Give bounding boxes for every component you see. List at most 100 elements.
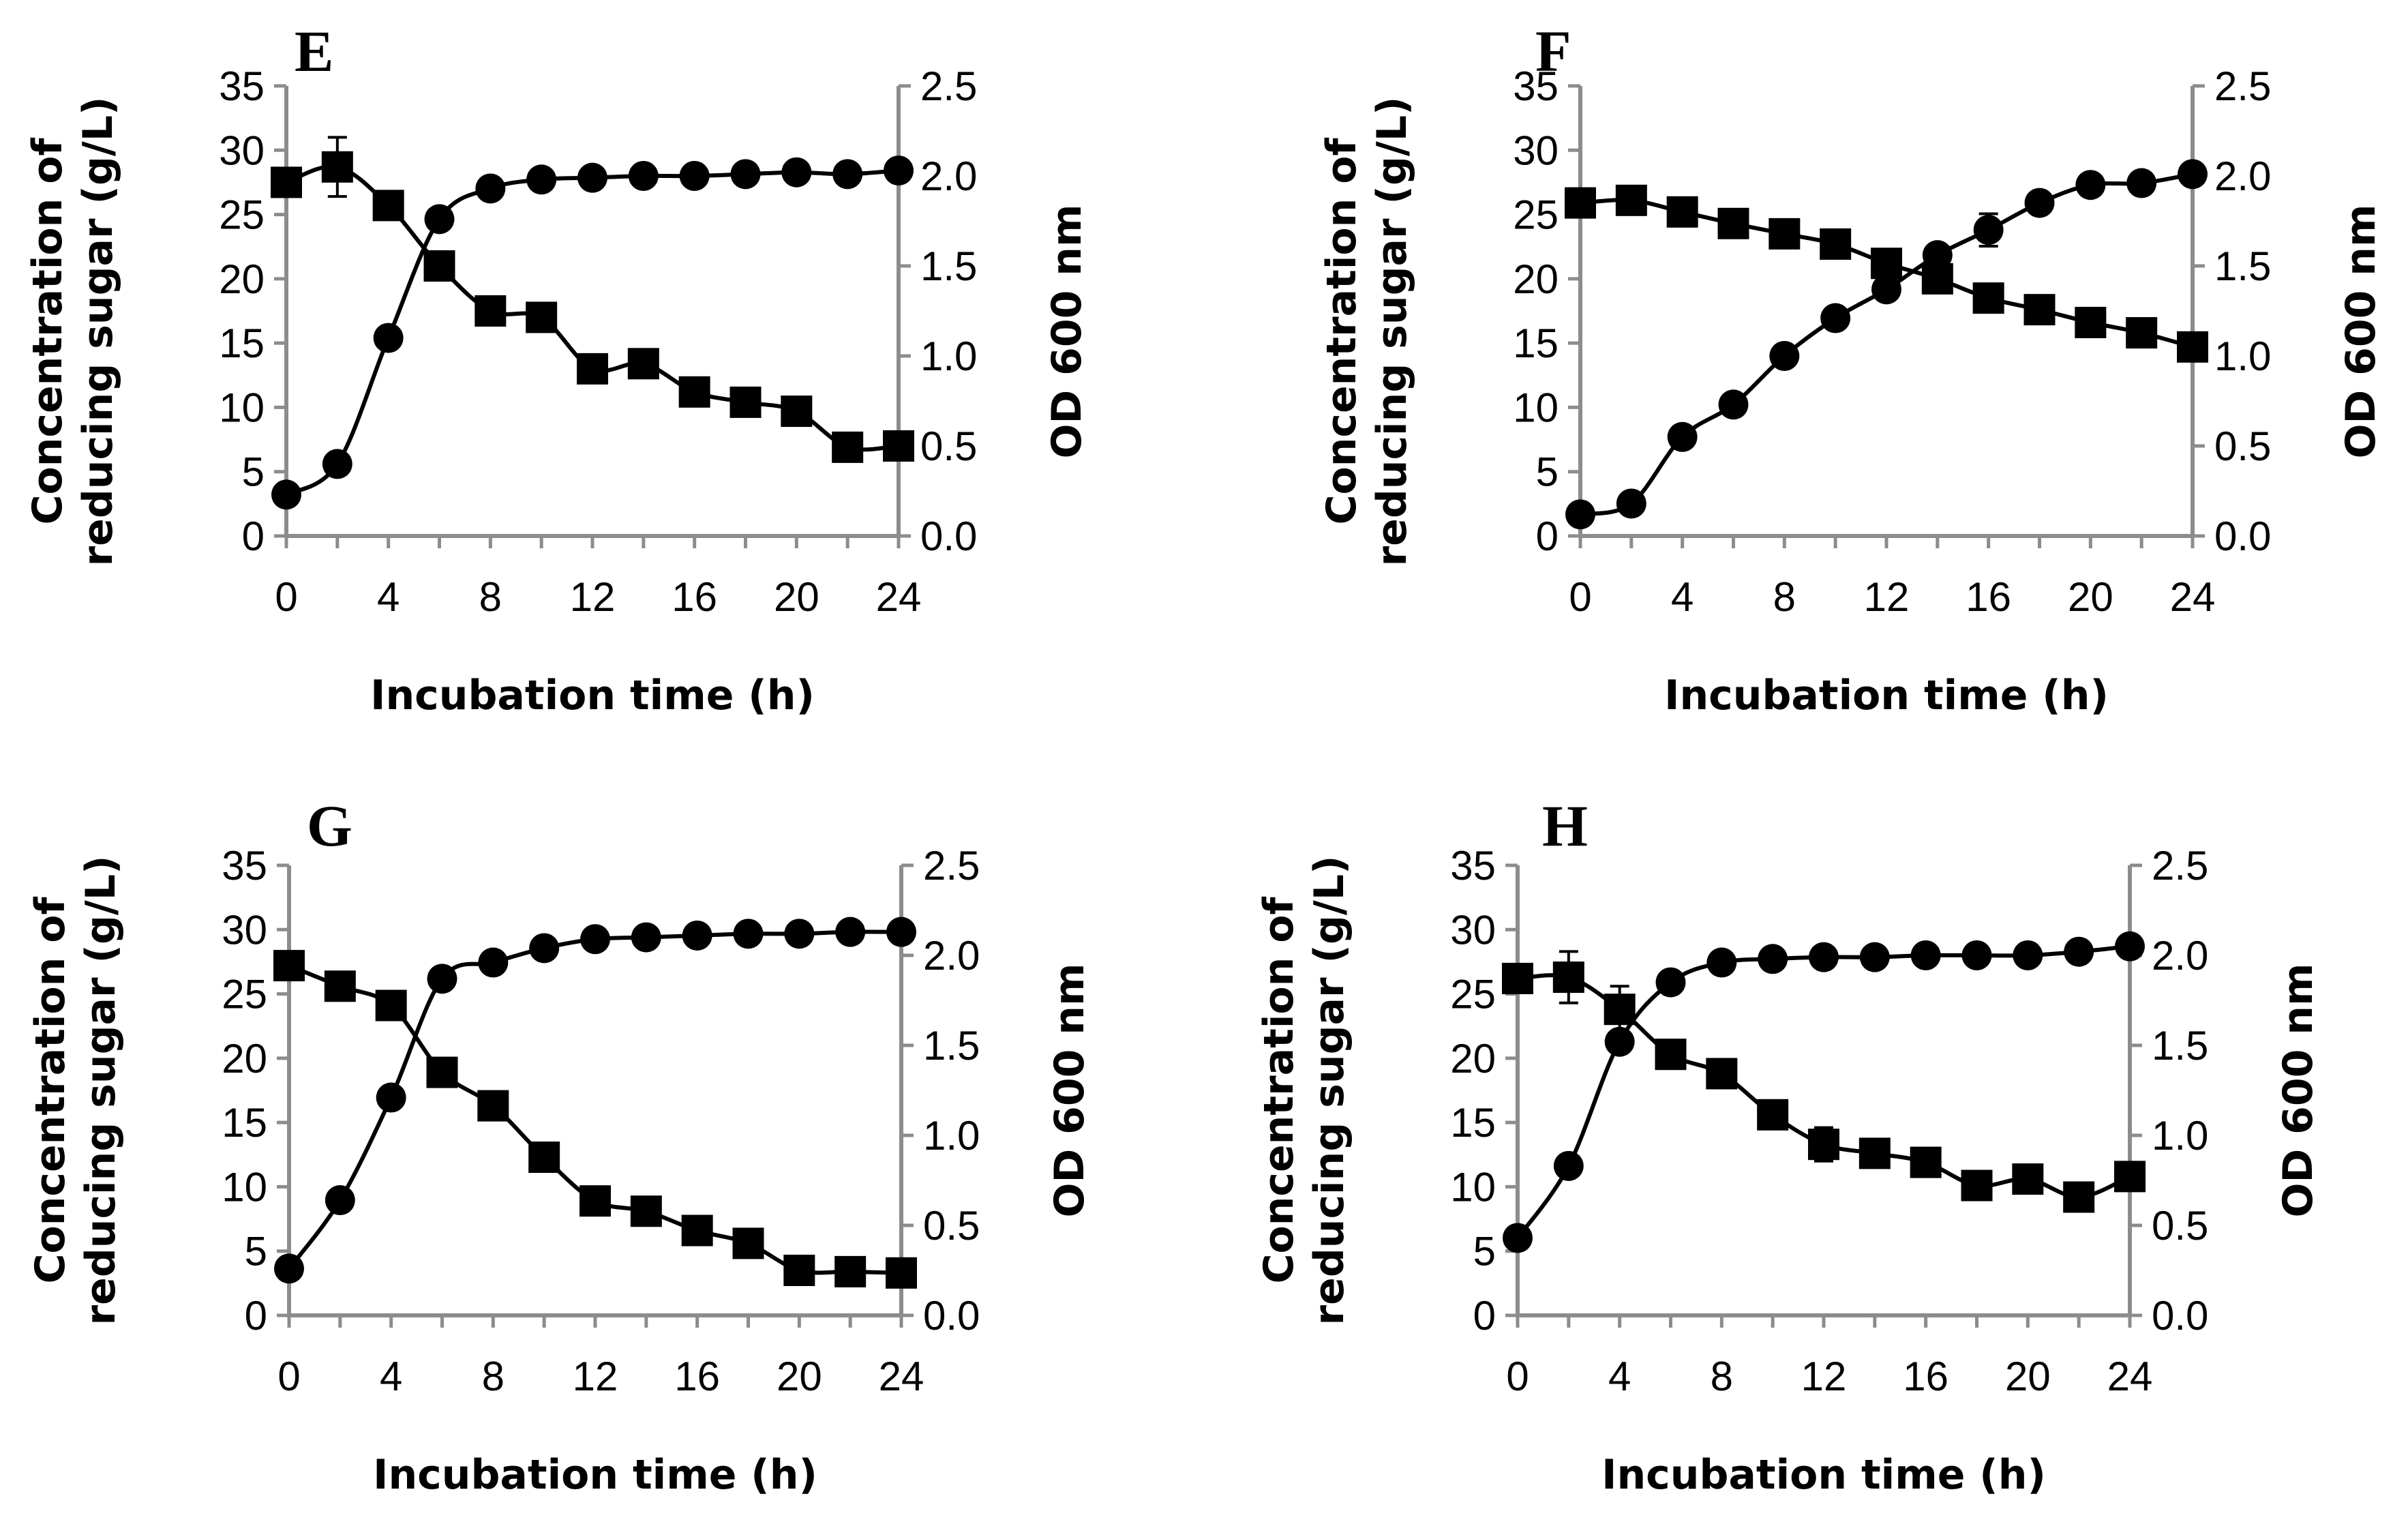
- data-point-od: [1706, 947, 1737, 978]
- data-point-od: [271, 479, 301, 510]
- data-point-od: [2126, 168, 2157, 198]
- y-tick-label: 10: [219, 385, 265, 430]
- y2-tick-label: 0.5: [2214, 423, 2271, 469]
- data-point-od: [1820, 303, 1851, 333]
- x-axis-title: Incubation time (h): [1601, 1451, 2046, 1499]
- y-tick-label: 0: [242, 513, 265, 559]
- data-point-od: [475, 173, 506, 204]
- y-tick-label: 25: [222, 972, 267, 1017]
- data-point-sugar: [2063, 1181, 2095, 1213]
- x-tick-label: 24: [2107, 1354, 2153, 1399]
- y-tick-label: 30: [1450, 907, 1496, 953]
- y-tick-label: 20: [222, 1036, 267, 1081]
- y-tick-label: 15: [219, 320, 265, 366]
- data-point-sugar: [1565, 187, 1596, 219]
- x-tick-label: 12: [1864, 574, 1910, 620]
- data-point-sugar: [1910, 1146, 1942, 1178]
- y2-tick-label: 2.5: [2214, 63, 2271, 109]
- y-axis-title-line: Concentration of: [1255, 897, 1303, 1284]
- data-point-sugar: [1502, 962, 1533, 994]
- y2-axis-title: OD 600 nm: [1046, 963, 1094, 1217]
- y-axis-title: Concentration ofreducing sugar (g/L): [1318, 97, 1416, 567]
- data-point-sugar: [1717, 207, 1749, 239]
- chart-panel-f: 0 5 10 15 20 25 30 35 0.0 0.5 1.0 1.5 2.0 2.5 0 4 8 12 16 2…: [1318, 18, 2385, 719]
- y-tick-label: 20: [1450, 1036, 1496, 1081]
- y-tick-label: 35: [219, 63, 265, 109]
- data-point-od: [2064, 936, 2094, 967]
- data-point-sugar: [2114, 1161, 2146, 1193]
- data-point-sugar: [1552, 961, 1584, 994]
- data-point-sugar: [886, 1257, 917, 1289]
- data-point-od: [835, 916, 866, 947]
- data-point-sugar: [729, 386, 762, 418]
- x-tick-label: 8: [1773, 574, 1796, 620]
- y-tick-label: 15: [222, 1100, 267, 1146]
- data-point-od: [325, 1185, 355, 1216]
- y2-tick-label: 1.0: [2214, 333, 2271, 379]
- y-tick-label: 0: [1536, 513, 1559, 559]
- data-point-sugar: [1769, 218, 1801, 250]
- y-tick-label: 10: [1450, 1164, 1496, 1210]
- y2-tick-label: 2.0: [923, 933, 980, 979]
- x-tick-label: 24: [876, 574, 922, 620]
- y-tick-label: 5: [1536, 449, 1559, 495]
- x-tick-label: 0: [1506, 1354, 1529, 1399]
- x-tick-label: 8: [482, 1354, 505, 1399]
- data-point-sugar: [2075, 306, 2107, 338]
- y-tick-label: 25: [219, 192, 265, 238]
- data-point-od: [733, 919, 764, 949]
- chart-panel-h: 0 5 10 15 20 25 30 35 0.0 0.5 1.0 1.5 2.0 2.5 0 4 8 12 16 2…: [1255, 793, 2322, 1499]
- data-point-sugar: [1615, 184, 1647, 216]
- data-point-sugar: [781, 396, 813, 428]
- x-axis-title: Incubation time (h): [373, 1451, 817, 1499]
- x-tick-label: 4: [377, 574, 400, 620]
- y-axis-title-line: reducing sugar (g/L): [74, 97, 122, 567]
- y-axis-title-line: reducing sugar (g/L): [1368, 97, 1416, 567]
- data-point-od: [1565, 499, 1595, 530]
- x-axis-title: Incubation time (h): [370, 672, 815, 719]
- y2-tick-label: 1.0: [920, 333, 977, 379]
- data-point-od: [1910, 940, 1941, 970]
- y-tick-label: 35: [1513, 63, 1559, 109]
- y2-tick-label: 0.0: [923, 1293, 980, 1339]
- y-axis-title: Concentration ofreducing sugar (g/L): [27, 856, 125, 1326]
- panel-label: H: [1542, 793, 1588, 859]
- y-tick-label: 20: [219, 256, 265, 302]
- x-tick-label: 24: [2170, 574, 2216, 620]
- x-tick-label: 12: [1801, 1354, 1847, 1399]
- y-axis-title: Concentration ofreducing sugar (g/L): [24, 97, 122, 567]
- data-point-od: [886, 916, 916, 947]
- x-tick-label: 16: [674, 1354, 720, 1399]
- data-point-od: [1718, 389, 1749, 420]
- y-axis-title: Concentration ofreducing sugar (g/L): [1255, 856, 1353, 1326]
- x-tick-label: 4: [1608, 1354, 1631, 1399]
- data-point-od: [1604, 1026, 1635, 1057]
- data-point-sugar: [834, 1255, 867, 1287]
- y2-tick-label: 0.0: [2152, 1293, 2208, 1339]
- data-point-od: [631, 922, 661, 953]
- y2-tick-label: 2.5: [2152, 843, 2208, 889]
- data-point-sugar: [324, 970, 356, 1002]
- data-point-od: [2075, 170, 2106, 200]
- data-point-sugar: [627, 348, 659, 380]
- data-point-sugar: [375, 989, 407, 1021]
- data-point-od: [1922, 240, 1953, 271]
- y2-tick-label: 1.5: [2214, 243, 2271, 289]
- x-axis-title: Incubation time (h): [1664, 672, 2109, 719]
- y2-tick-label: 2.5: [920, 63, 977, 109]
- data-point-od: [1616, 488, 1646, 519]
- data-point-od: [628, 161, 659, 191]
- data-point-sugar: [273, 950, 305, 982]
- y2-tick-label: 2.0: [2152, 933, 2208, 979]
- data-point-od: [1553, 1150, 1584, 1181]
- data-point-sugar: [426, 1056, 458, 1088]
- data-point-sugar: [1961, 1169, 1993, 1202]
- data-point-od: [580, 924, 610, 955]
- y-tick-label: 20: [1513, 256, 1559, 302]
- data-point-sugar: [321, 151, 353, 183]
- y2-axis-title: OD 600 nm: [2274, 963, 2322, 1217]
- data-point-od: [1655, 967, 1686, 998]
- x-tick-label: 0: [277, 1354, 300, 1399]
- x-tick-label: 16: [1966, 574, 2011, 620]
- data-point-od: [682, 920, 712, 951]
